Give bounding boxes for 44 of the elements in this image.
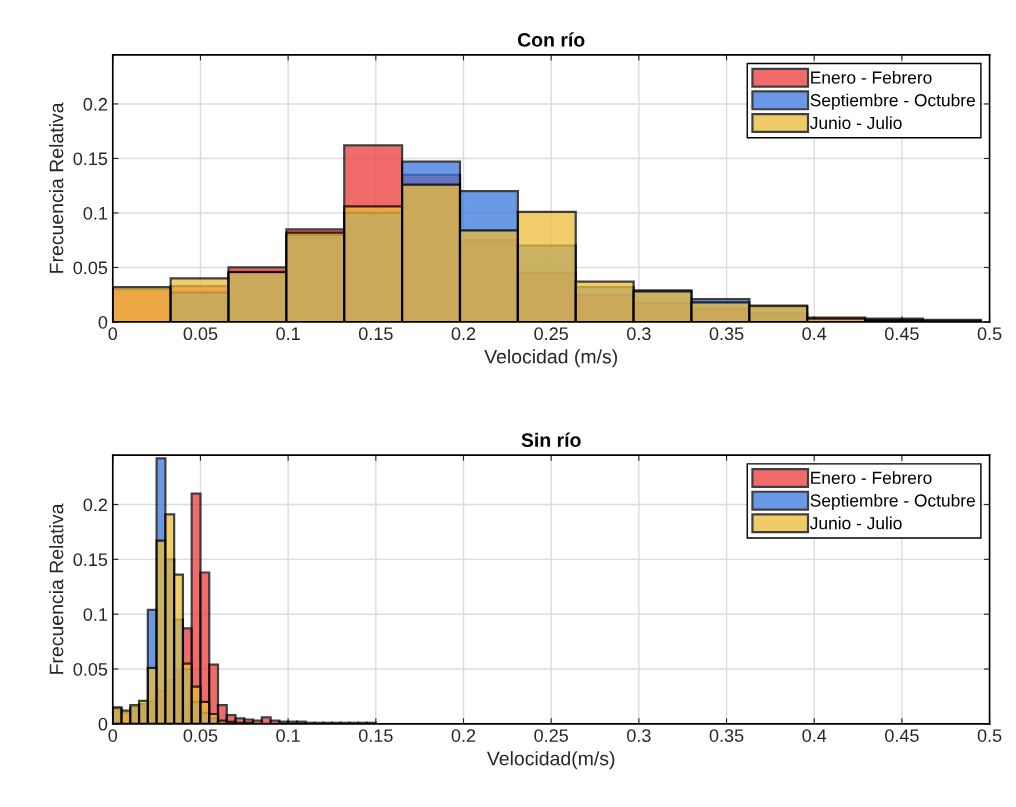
x-tick-label: 0.05 [183,327,218,341]
x-tick-label: 0.4 [802,729,827,742]
y-tick-label: 0.05 [73,662,108,676]
y-tick-label: 0.2 [83,498,108,512]
y-tick-label: 0 [98,717,108,731]
y-tick-label: 0.15 [73,553,108,567]
chart-title: Con río [517,32,585,47]
x-tick-label: 0.2 [451,327,476,341]
y-tick-label: 0.05 [73,261,108,275]
x-tick-label: 0 [108,729,118,742]
legend-label: Enero - Febrero [811,70,932,84]
y-axis-title: Frecuencia Relativa [49,503,64,674]
x-tick-label: 0.3 [627,729,651,742]
x-tick-label: 0.3 [627,327,651,341]
legend-label: Septiembre - Octubre [810,493,975,511]
legend-label: Junio - Julio [810,516,902,530]
y-tick-label: 0.15 [73,152,108,166]
legend-label: Septiembre - Octubre [810,93,975,110]
y-tick-label: 0.2 [83,97,108,111]
x-tick-label: 0.2 [451,729,476,742]
x-tick-label: 0.5 [977,729,1002,742]
x-tick-label: 0.45 [885,729,919,742]
x-tick-label: 0.15 [358,327,393,341]
y-tick-label: 0.1 [83,608,108,621]
legend-label: Enero - Febrero [811,471,932,484]
x-tick-label: 0.35 [709,729,744,742]
chart-title: Sin río [521,432,581,448]
x-tick-label: 0.45 [885,327,919,341]
y-tick-label: 0.1 [83,206,108,220]
x-axis-title: Velocidad (m/s) [484,349,617,368]
x-tick-label: 0.05 [183,729,218,742]
x-tick-label: 0.15 [358,729,393,742]
legend-label: Junio - Julio [810,116,902,130]
x-tick-label: 0.25 [534,327,568,341]
x-tick-label: 0 [108,327,118,341]
x-tick-label: 0.1 [276,729,300,742]
y-axis-title: Frecuencia Relativa [49,102,64,273]
y-tick-label: 0 [98,315,108,329]
x-tick-label: 0.35 [709,327,744,341]
x-tick-label: 0.4 [802,327,827,341]
x-tick-label: 0.5 [977,327,1002,341]
x-axis-title: Velocidad(m/s) [486,751,615,770]
x-tick-label: 0.1 [276,327,300,341]
x-tick-label: 0.25 [534,729,568,742]
